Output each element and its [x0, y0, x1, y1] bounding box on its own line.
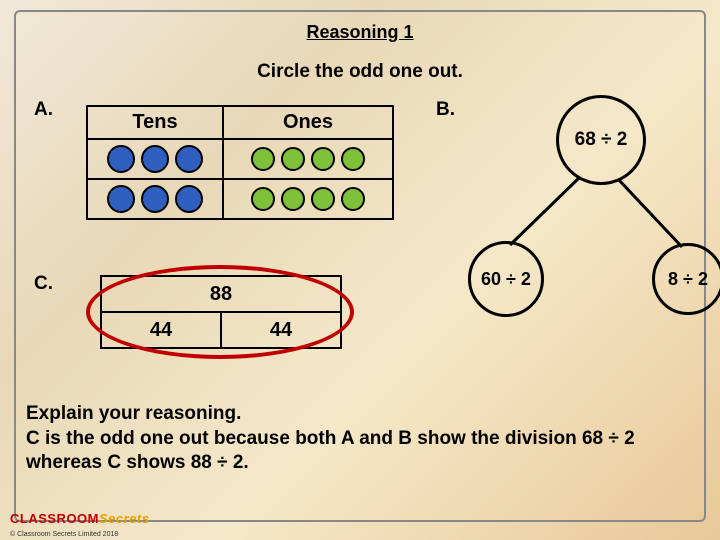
tens-cell — [87, 139, 223, 179]
ones-cell — [223, 179, 393, 219]
ones-cell — [223, 139, 393, 179]
part-circle-right: 8 ÷ 2 — [652, 243, 720, 315]
explain-prompt: Explain your reasoning. — [26, 403, 241, 424]
part-circle-left: 60 ÷ 2 — [468, 241, 544, 317]
slide-subtitle: Circle the odd one out. — [30, 61, 690, 83]
brand-part-2: Secrets — [99, 511, 149, 526]
explanation: Explain your reasoning. C is the odd one… — [26, 402, 694, 476]
whole-circle: 68 ÷ 2 — [556, 95, 646, 185]
bar-top: 88 — [101, 276, 341, 312]
bar-model: 88 44 44 — [100, 275, 342, 349]
brand-logo: CLASSROOMSecrets — [10, 511, 149, 526]
label-a: A. — [34, 99, 53, 121]
tens-header: Tens — [87, 106, 223, 139]
option-c-barmodel: 88 44 44 — [100, 275, 342, 349]
ones-header: Ones — [223, 106, 393, 139]
label-b: B. — [436, 99, 455, 121]
content-area: A. B. C. Tens Ones 68 ÷ 2 6 — [30, 83, 690, 413]
option-b-diagram: 68 ÷ 2 60 ÷ 2 8 ÷ 2 — [466, 95, 716, 315]
brand-part-1: CLASSROOM — [10, 511, 99, 526]
label-c: C. — [34, 273, 53, 295]
slide-title: Reasoning 1 — [30, 22, 690, 43]
bar-right: 44 — [221, 312, 341, 348]
explain-answer: C is the odd one out because both A and … — [26, 428, 635, 474]
tens-cell — [87, 179, 223, 219]
copyright-text: © Classroom Secrets Limited 2018 — [10, 531, 118, 538]
option-a-table: Tens Ones — [86, 105, 394, 220]
bar-left: 44 — [101, 312, 221, 348]
